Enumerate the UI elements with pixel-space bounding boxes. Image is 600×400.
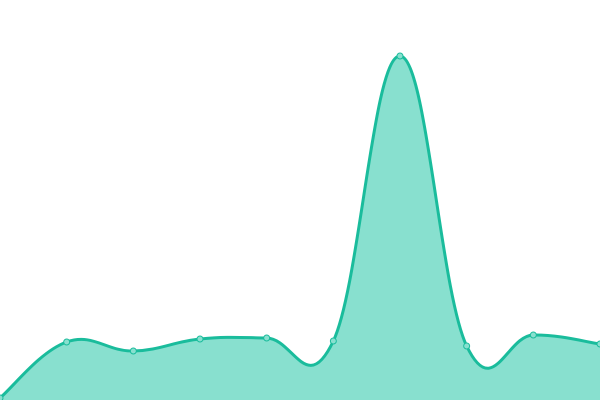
data-point-1: [63, 338, 71, 346]
series-line: [0, 54, 600, 400]
data-point-9: [596, 340, 600, 348]
data-point-3: [196, 335, 204, 343]
data-point-4: [263, 334, 271, 342]
data-point-8: [529, 331, 537, 339]
data-point-5: [329, 337, 337, 345]
data-point-6: [396, 52, 404, 60]
data-point-2: [129, 347, 137, 355]
data-point-0: [0, 394, 4, 400]
area-fill: [0, 55, 600, 400]
data-markers: [0, 52, 600, 400]
data-point-7: [463, 342, 471, 350]
